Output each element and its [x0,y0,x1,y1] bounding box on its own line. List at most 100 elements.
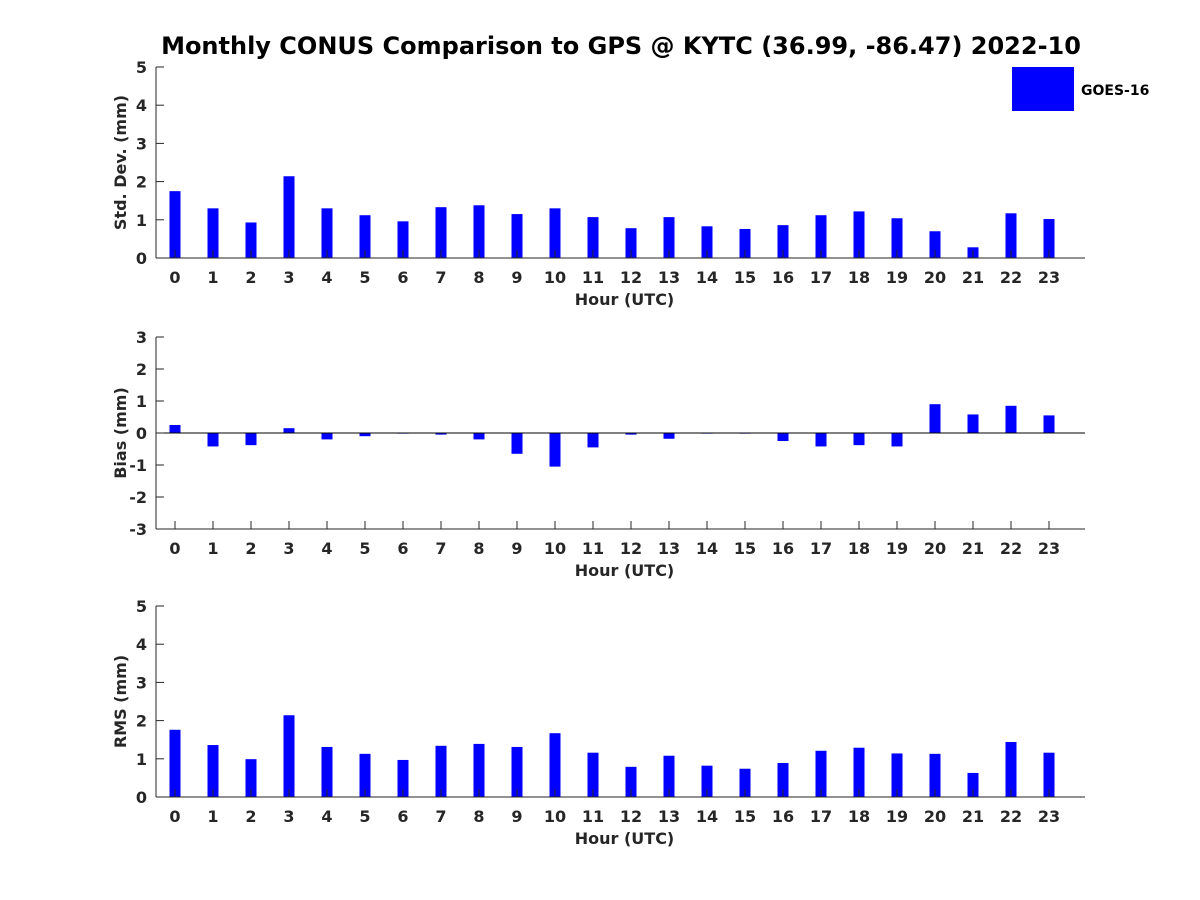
rms-x-tick-label: 2 [245,807,256,826]
rms-x-tick-label: 19 [886,807,908,826]
bias-x-tick-label: 20 [924,539,946,558]
std-dev-bar [853,211,865,258]
rms-x-tick-label: 7 [435,807,446,826]
std-dev-x-tick-label: 8 [473,268,484,287]
bias-bar [473,433,485,440]
rms-bar [663,755,675,797]
std-dev-bar [929,231,941,258]
bias-bar [1005,405,1017,433]
rms-x-tick-label: 15 [734,807,756,826]
std-dev-x-tick-label: 17 [810,268,832,287]
std-dev-x-tick-label: 7 [435,268,446,287]
bias-bar [207,433,219,447]
bias-bar [967,414,979,433]
bias-y-tick-label: 0 [136,424,147,443]
rms-x-tick-label: 21 [962,807,984,826]
std-dev-bar [473,205,485,258]
bias-x-axis-label: Hour (UTC) [575,561,675,580]
bias-bar [245,433,257,446]
rms-bar [853,747,865,797]
std-dev-x-tick-label: 14 [696,268,718,287]
std-dev-x-tick-label: 3 [283,268,294,287]
rms-y-tick-label: 1 [136,750,147,769]
rms-bar [929,753,941,797]
bias-y-axis-label: Bias (mm) [111,387,130,479]
rms-x-tick-label: 6 [397,807,408,826]
std-dev-bar [549,208,561,258]
bias-x-tick-label: 6 [397,539,408,558]
std-dev-bar [435,207,447,258]
bias-x-tick-label: 5 [359,539,370,558]
rms-x-tick-label: 23 [1038,807,1060,826]
bias-bar [1043,415,1055,433]
std-dev-bar [663,217,675,258]
bias-bar [283,428,295,433]
rms-bar [815,750,827,797]
rms-bar [435,745,447,797]
rms-x-tick-label: 13 [658,807,680,826]
bias-bar [853,433,865,446]
rms-x-tick-label: 11 [582,807,604,826]
bias-x-tick-label: 11 [582,539,604,558]
rms-bar [511,746,523,797]
bias-x-tick-label: 9 [511,539,522,558]
std-dev-x-tick-label: 5 [359,268,370,287]
rms-bar [625,766,637,797]
std-dev-x-tick-label: 22 [1000,268,1022,287]
bias-bar [549,433,561,467]
bias-x-tick-label: 0 [169,539,180,558]
rms-bar [1043,752,1055,797]
bias-x-tick-label: 21 [962,539,984,558]
rms-bar [701,765,713,797]
std-dev-y-tick-label: 1 [136,211,147,230]
std-dev-x-tick-label: 2 [245,268,256,287]
std-dev-bar [169,191,181,258]
rms-x-tick-label: 8 [473,807,484,826]
bias-x-tick-label: 4 [321,539,332,558]
rms-x-tick-label: 14 [696,807,718,826]
std-dev-bar [891,218,903,258]
bias-bar [359,433,371,437]
std-dev-x-tick-label: 21 [962,268,984,287]
std-dev-bar [207,208,219,258]
bias-bar [321,433,333,440]
legend: GOES-16 [1012,67,1149,111]
legend-swatch [1012,67,1074,111]
bias-x-tick-label: 13 [658,539,680,558]
std-dev-bar [283,176,295,258]
std-dev-y-tick-label: 5 [136,58,147,77]
rms-y-tick-label: 4 [136,635,147,654]
rms-bar [739,768,751,797]
std-dev-x-tick-label: 18 [848,268,870,287]
bias-x-tick-label: 7 [435,539,446,558]
bias-x-tick-label: 12 [620,539,642,558]
rms-x-axis-label: Hour (UTC) [575,829,675,848]
std-dev-bar [245,222,257,258]
rms-x-tick-label: 10 [544,807,566,826]
bias-x-tick-label: 2 [245,539,256,558]
bias-x-tick-label: 19 [886,539,908,558]
bias-x-tick-label: 15 [734,539,756,558]
std-dev-bar [1005,213,1017,258]
std-dev-bar [397,221,409,258]
std-dev-x-tick-label: 19 [886,268,908,287]
std-dev-x-tick-label: 4 [321,268,332,287]
bias-y-tick-label: 1 [136,392,147,411]
rms-x-tick-label: 5 [359,807,370,826]
std-dev-y-axis-label: Std. Dev. (mm) [111,95,130,230]
rms-x-tick-label: 9 [511,807,522,826]
std-dev-bar [511,214,523,258]
rms-y-tick-label: 2 [136,712,147,731]
bias-bar [511,433,523,454]
std-dev-bar [777,225,789,258]
rms-y-axis-label: RMS (mm) [111,655,130,748]
bias-x-tick-label: 22 [1000,539,1022,558]
bias-x-tick-label: 1 [207,539,218,558]
std-dev-x-tick-label: 10 [544,268,566,287]
rms-x-tick-label: 1 [207,807,218,826]
rms-x-tick-label: 20 [924,807,946,826]
